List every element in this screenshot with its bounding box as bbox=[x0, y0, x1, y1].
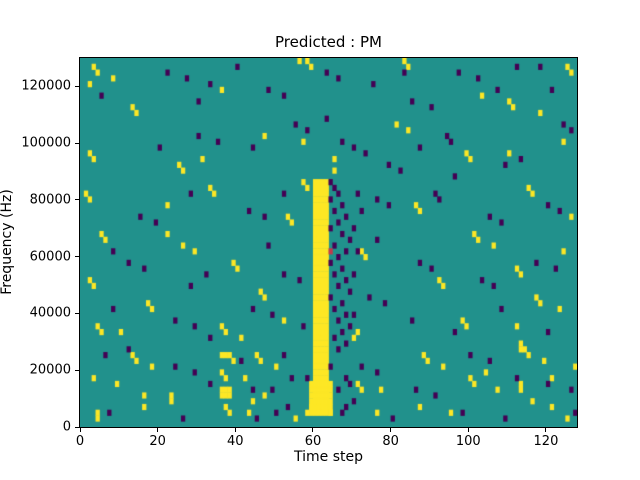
x-tick-label: 60 bbox=[304, 434, 322, 449]
y-tick-label: 60000 bbox=[29, 249, 71, 265]
y-tick-label: 40000 bbox=[29, 305, 71, 321]
x-tick-label: 20 bbox=[149, 434, 166, 449]
plot-area bbox=[79, 57, 578, 428]
x-axis-label: Time step bbox=[294, 449, 363, 465]
x-tick bbox=[312, 428, 314, 432]
x-tick bbox=[545, 428, 547, 432]
y-tick bbox=[75, 199, 79, 201]
x-tick-label: 100 bbox=[455, 434, 481, 449]
y-tick bbox=[75, 426, 79, 428]
x-tick-label: 120 bbox=[533, 434, 559, 449]
x-tick bbox=[234, 428, 236, 432]
y-tick-label: 20000 bbox=[29, 362, 71, 378]
heatmap-canvas bbox=[80, 58, 577, 427]
y-tick-label: 80000 bbox=[29, 192, 71, 208]
y-tick-label: 100000 bbox=[21, 135, 71, 151]
chart-title: Predicted : PM bbox=[275, 33, 382, 51]
x-tick-label: 0 bbox=[75, 434, 85, 449]
x-tick-label: 40 bbox=[227, 434, 244, 449]
y-tick-label: 120000 bbox=[21, 78, 71, 94]
x-tick bbox=[79, 428, 81, 432]
y-tick bbox=[75, 85, 79, 87]
y-tick bbox=[75, 369, 79, 371]
y-tick bbox=[75, 312, 79, 314]
y-tick bbox=[75, 142, 79, 144]
x-tick-label: 80 bbox=[382, 434, 399, 449]
y-tick bbox=[75, 256, 79, 258]
x-tick bbox=[467, 428, 469, 432]
x-tick bbox=[390, 428, 392, 432]
x-tick bbox=[157, 428, 159, 432]
y-tick-label: 0 bbox=[62, 419, 71, 435]
